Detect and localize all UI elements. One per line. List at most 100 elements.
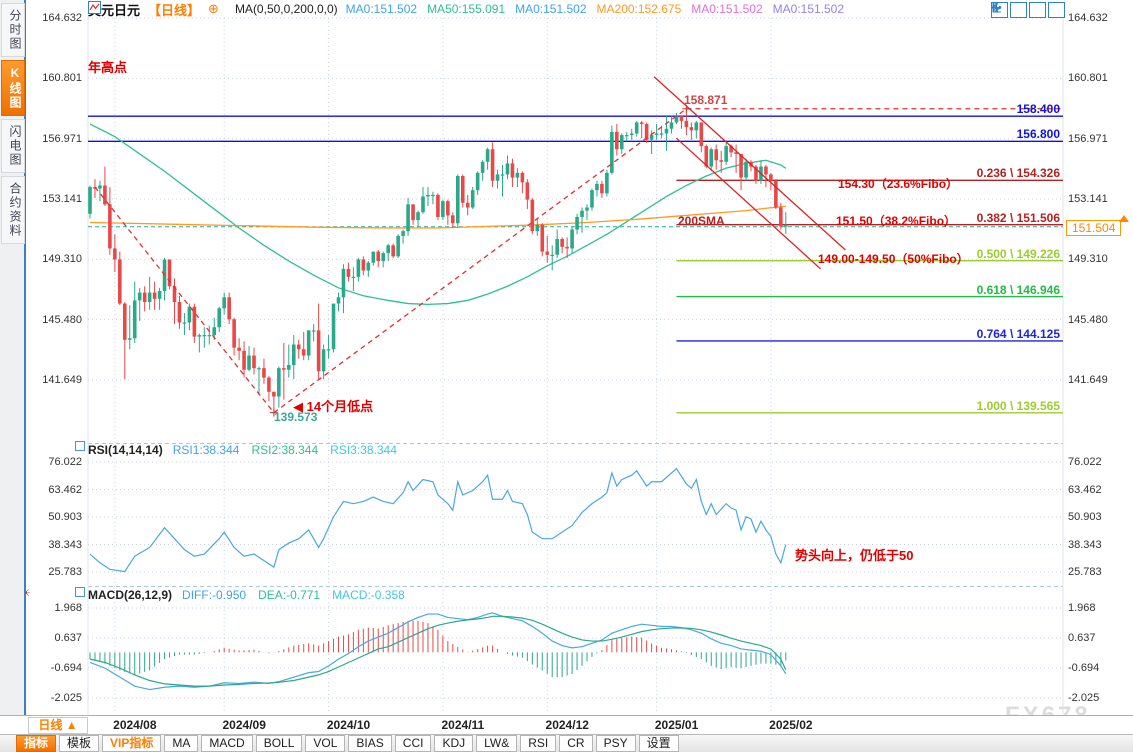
indicator-tab-指标[interactable]: 指标	[16, 735, 57, 752]
price-axis-label: 149.310	[42, 253, 82, 266]
indicator-tab-BOLL[interactable]: BOLL	[255, 735, 303, 752]
candle-body	[709, 149, 714, 167]
candle-body	[460, 176, 465, 203]
candle-body	[386, 245, 390, 254]
candle-body	[108, 204, 112, 249]
candle-body	[316, 330, 321, 372]
ma-value: MA0:151.502	[772, 2, 845, 16]
candle-body	[142, 292, 147, 303]
candle-body	[446, 201, 450, 216]
candle-body	[490, 149, 495, 181]
indicator-tab-LW&[interactable]: LW&	[476, 735, 518, 752]
candle-body	[565, 246, 569, 249]
candle-body	[98, 185, 102, 189]
candle-body	[634, 122, 639, 134]
sidebar-tab-2[interactable]: K线图	[1, 60, 25, 116]
candle-body	[371, 251, 376, 263]
fib-level-label: 0.236 \ 154.326	[976, 166, 1060, 181]
candle-body	[590, 190, 594, 208]
indicator-tab-CCI[interactable]: CCI	[394, 735, 432, 752]
chart-annotation: 149.00-149.50（50%Fibo）	[818, 252, 969, 266]
candle-body	[585, 207, 589, 211]
candle-body	[550, 254, 555, 256]
rsi-axis-label: 38.343	[48, 538, 82, 551]
candle-body	[301, 349, 306, 356]
candle-body	[674, 116, 679, 123]
candle-body	[724, 146, 728, 162]
zoom-x-axis-icon[interactable]	[992, 2, 1046, 18]
candle-body	[500, 174, 505, 176]
indicator-tab-MA[interactable]: MA	[164, 735, 199, 752]
sidebar-tab-1[interactable]: 分时图	[1, 3, 25, 57]
candle-body	[247, 355, 251, 370]
candle-body	[103, 185, 107, 205]
candle-body	[729, 146, 733, 153]
candle-body	[137, 292, 142, 301]
macd-axis-label: -2.025	[50, 691, 82, 704]
rsi-legend: RSI1:38.344 RSI2:38.344 RSI3:38.344	[173, 443, 397, 457]
candle-body	[624, 135, 629, 137]
candle-body	[779, 207, 783, 227]
date-axis	[0, 715, 1133, 735]
candle-body	[222, 297, 226, 309]
add-overlay-icon[interactable]: ⊕	[208, 1, 219, 16]
candle-body	[212, 327, 217, 336]
indicator-tab-设置[interactable]: 设置	[638, 735, 679, 752]
period-select-button[interactable]: 日线 ▲	[28, 717, 88, 734]
price-axis-label: 149.310	[1068, 253, 1108, 266]
macd-pane-expand-icon[interactable]	[75, 587, 85, 597]
price-axis-label: 160.801	[42, 72, 82, 85]
candle-body	[202, 335, 207, 337]
indicator-tab-KDJ[interactable]: KDJ	[434, 735, 474, 752]
indicator-tab-PSY[interactable]: PSY	[595, 735, 636, 752]
date-label: 2024/09	[222, 718, 266, 732]
sidebar-tab-3[interactable]: 闪电图	[1, 119, 25, 173]
ma50-line	[89, 123, 787, 306]
zoom-y-axis-icon[interactable]	[992, 2, 1027, 18]
indicator-toolbar: 指标 模板 VIP指标 MA MACD BOLL VOL BIAS CCI KDJ LW& RSI CR…	[0, 734, 1133, 752]
level-label: 158.400	[1016, 102, 1060, 117]
rsi-axis-label: 50.903	[48, 511, 82, 523]
indicator-tab-MACD[interactable]: MACD	[201, 735, 253, 752]
candle-body	[580, 210, 584, 217]
candle-body	[679, 116, 684, 121]
rsi-pane-expand-icon[interactable]	[75, 441, 85, 451]
indicator-tab-模板[interactable]: 模板	[59, 735, 100, 752]
candle-body	[351, 276, 356, 279]
macd-axis-label: 1.968	[1068, 602, 1096, 614]
rsi-axis-label: 50.903	[1068, 511, 1102, 523]
go-latest-icon[interactable]	[993, 2, 1065, 18]
sidebar: 分时图 K线图闪电图合约资料	[0, 0, 26, 752]
candle-body	[127, 338, 132, 340]
candle-body	[575, 216, 579, 230]
indicator-tab-RSI[interactable]: RSI	[520, 735, 557, 752]
candle-body	[595, 183, 599, 191]
macd-axis-label: -2.025	[1068, 691, 1100, 704]
indicator-tab-VOL[interactable]: VOL	[305, 735, 346, 752]
rsi-axis-label: 25.783	[48, 566, 82, 579]
candle-body	[267, 377, 271, 392]
candle-body	[227, 297, 231, 320]
candle-body	[714, 149, 719, 161]
chart-annotation: 势头向上，仍低于50	[795, 548, 914, 563]
indicator-tab-BIAS[interactable]: BIAS	[348, 735, 392, 752]
candle-body	[113, 248, 117, 260]
candle-body	[560, 239, 564, 247]
candle-body	[704, 146, 709, 167]
candle-body	[699, 122, 704, 147]
candle-body	[649, 135, 654, 140]
candle-body	[754, 166, 758, 181]
candle-body	[769, 174, 773, 181]
rsi-axis-label: 63.462	[48, 483, 82, 496]
sidebar-tab-4[interactable]: 合约资料	[1, 176, 25, 244]
indicator-tab-CR[interactable]: CR	[559, 735, 593, 752]
price-axis-label: 153.141	[1068, 192, 1108, 205]
macd-dea-line	[89, 615, 787, 687]
indicator-tab-VIP指标[interactable]: VIP指标	[102, 735, 162, 752]
candle-body	[401, 231, 405, 236]
candle-body	[252, 355, 256, 369]
indicator-value: RSI1:38.344	[172, 443, 240, 457]
candle-body	[505, 163, 510, 175]
indicator-value: RSI2:38.344	[251, 443, 319, 457]
